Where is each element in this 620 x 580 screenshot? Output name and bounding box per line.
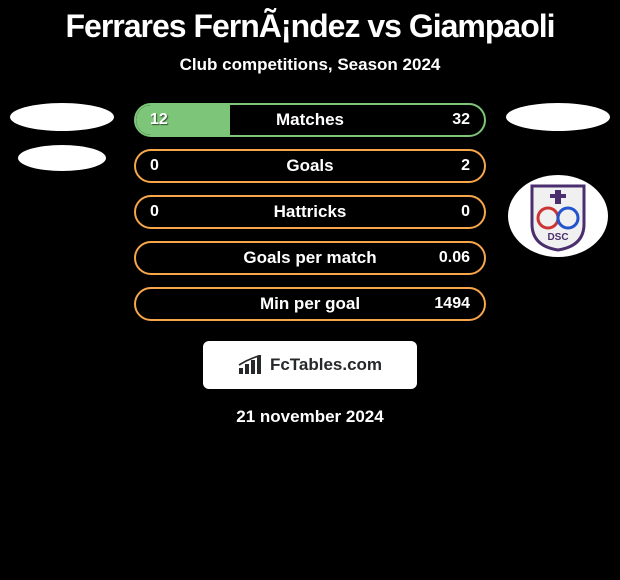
stat-right-value: 0.06 [439,249,470,267]
left-player-col [8,103,116,171]
brand-label: FcTables.com [270,355,382,375]
stat-row-gpm: Goals per match 0.06 [134,241,486,275]
left-club-avatar [18,145,106,171]
date-label: 21 november 2024 [236,407,383,427]
stat-row-matches: 12 Matches 32 [134,103,486,137]
stat-row-mpg: Min per goal 1494 [134,287,486,321]
footer: FcTables.com 21 november 2024 [0,341,620,427]
stat-row-hattricks: 0 Hattricks 0 [134,195,486,229]
stat-right-value: 2 [461,157,470,175]
stat-label: Min per goal [136,294,484,314]
stat-label: Goals per match [136,248,484,268]
comparison-layout: 12 Matches 32 0 Goals 2 0 Hattricks 0 Go… [0,103,620,321]
chart-icon [238,355,264,375]
left-player-avatar [10,103,114,131]
svg-text:DSC: DSC [547,232,568,243]
right-club-badge: DSC [508,175,608,257]
stat-label: Hattricks [136,202,484,222]
club-crest-icon: DSC [522,180,594,252]
stat-label: Goals [136,156,484,176]
stat-right-value: 1494 [434,295,470,313]
stat-right-value: 32 [452,111,470,129]
right-player-col: DSC [504,103,612,257]
brand-box[interactable]: FcTables.com [203,341,417,389]
right-player-avatar [506,103,610,131]
stats-list: 12 Matches 32 0 Goals 2 0 Hattricks 0 Go… [134,103,486,321]
stat-right-value: 0 [461,203,470,221]
page-title: Ferrares FernÃ¡ndez vs Giampaoli [0,8,620,45]
subtitle: Club competitions, Season 2024 [0,55,620,75]
stat-row-goals: 0 Goals 2 [134,149,486,183]
stat-label: Matches [136,110,484,130]
